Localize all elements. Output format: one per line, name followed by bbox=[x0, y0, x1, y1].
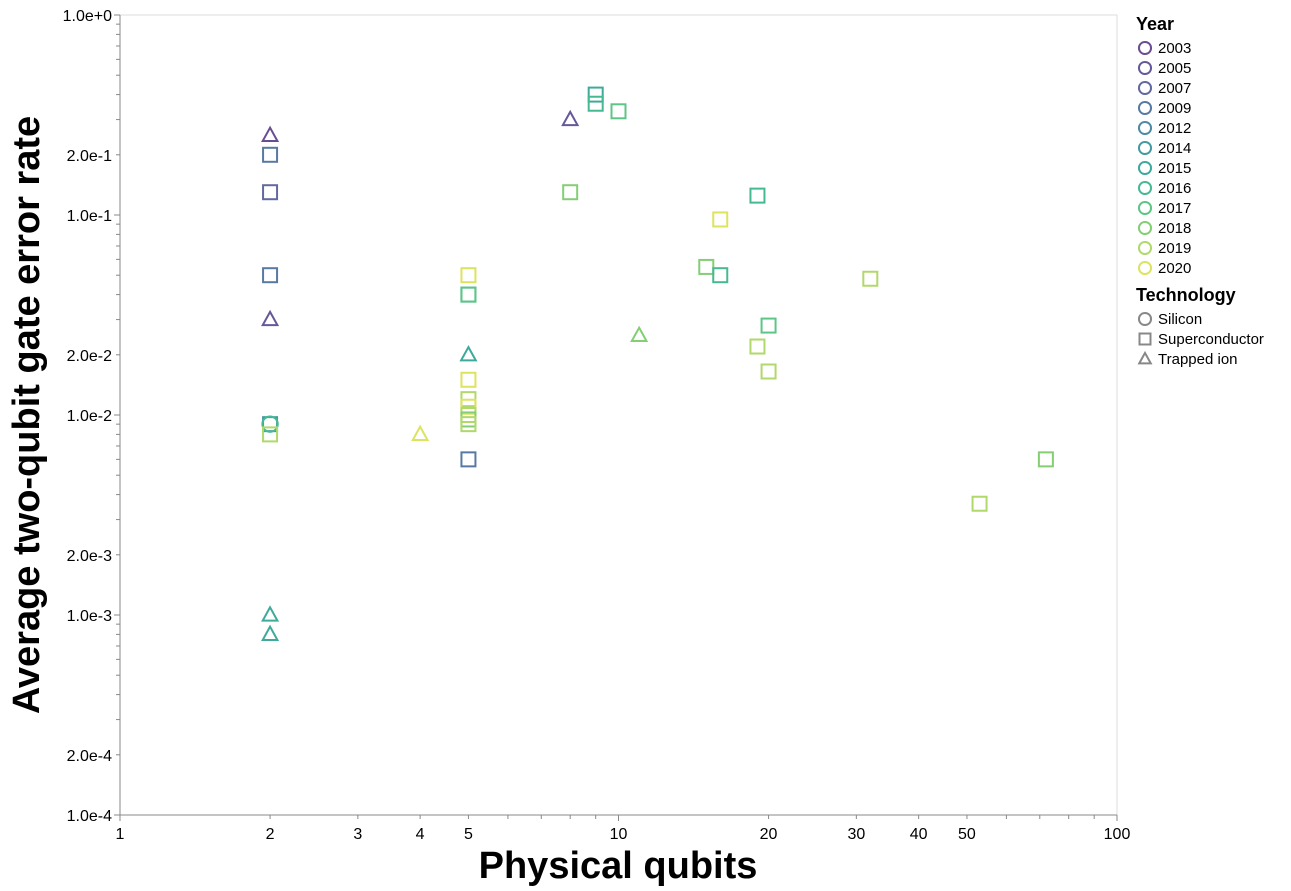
legend-year-symbol bbox=[1137, 100, 1153, 116]
x-tick-label: 3 bbox=[353, 826, 362, 843]
legend-year-symbol bbox=[1137, 260, 1153, 276]
legend-year-symbol bbox=[1137, 40, 1153, 56]
legend-year-symbol bbox=[1137, 160, 1153, 176]
legend-year-symbol bbox=[1137, 200, 1153, 216]
x-tick-label: 50 bbox=[958, 826, 976, 843]
legend-year-symbol bbox=[1137, 140, 1153, 156]
x-tick-label: 4 bbox=[416, 826, 425, 843]
legend-year-title: Year bbox=[1136, 14, 1174, 34]
x-axis: 1 2 3 4 5 10 20 30 40 50 100 bbox=[116, 814, 1131, 843]
legend-technology-symbol bbox=[1137, 311, 1153, 327]
legend-year-label: 2012 bbox=[1158, 120, 1191, 137]
legend-year-label: 2003 bbox=[1158, 40, 1191, 57]
legend-technology-label: Superconductor bbox=[1158, 331, 1264, 348]
legend-year-label: 2020 bbox=[1158, 260, 1191, 277]
legend-year-label: 2019 bbox=[1158, 240, 1191, 257]
legend-year-items: 2003 2005 2007 2009 2012 2014 2015 2016 2017 2018… bbox=[1137, 40, 1191, 277]
legend-year-symbol bbox=[1137, 60, 1153, 76]
legend-year-label: 2018 bbox=[1158, 220, 1191, 237]
data-point bbox=[262, 267, 279, 284]
legend-technology-symbol bbox=[1137, 350, 1153, 365]
x-tick-label: 2 bbox=[266, 826, 275, 843]
plot-frame bbox=[119, 14, 1118, 816]
data-point bbox=[862, 270, 879, 287]
legend-year-symbol bbox=[1137, 120, 1153, 136]
data-point bbox=[698, 258, 715, 275]
y-tick-label: 2.0e-3 bbox=[67, 548, 112, 565]
y-tick-label: 1.0e+0 bbox=[63, 8, 112, 25]
legend-technology-title: Technology bbox=[1136, 285, 1236, 305]
data-points bbox=[261, 86, 1054, 641]
y-tick-label: 1.0e-1 bbox=[67, 208, 112, 225]
legend-technology-label: Trapped ion bbox=[1158, 351, 1238, 368]
data-point bbox=[262, 426, 279, 443]
data-point bbox=[460, 451, 477, 468]
x-tick-label: 20 bbox=[760, 826, 778, 843]
x-axis-title: Physical qubits bbox=[479, 845, 758, 887]
x-tick-label: 10 bbox=[610, 826, 628, 843]
legend-year-symbol bbox=[1137, 240, 1153, 256]
y-axis: 1.0e+0 2.0e-1 1.0e-1 2.0e-2 1.0e-2 2.0e-3 1.0e… bbox=[63, 8, 121, 825]
data-point bbox=[460, 286, 477, 303]
x-tick-label: 30 bbox=[847, 826, 865, 843]
data-point bbox=[262, 184, 279, 201]
y-tick-label: 1.0e-4 bbox=[67, 808, 112, 825]
y-axis-title: Average two-qubit gate error rate bbox=[6, 116, 48, 714]
y-tick-label: 2.0e-1 bbox=[67, 148, 112, 165]
data-point bbox=[411, 424, 430, 441]
data-point bbox=[261, 125, 280, 142]
data-point bbox=[610, 103, 627, 120]
data-point bbox=[261, 309, 280, 327]
legend-year-label: 2015 bbox=[1158, 160, 1191, 177]
data-point bbox=[460, 398, 477, 415]
data-point bbox=[460, 286, 477, 303]
legend-year-label: 2009 bbox=[1158, 100, 1191, 117]
legend-technology-label: Silicon bbox=[1158, 311, 1202, 328]
legend-year-label: 2014 bbox=[1158, 140, 1191, 157]
data-point bbox=[262, 146, 279, 163]
data-point bbox=[261, 415, 279, 433]
data-point bbox=[460, 407, 477, 423]
data-point bbox=[460, 371, 477, 388]
legend-year-symbol bbox=[1137, 180, 1153, 196]
data-point bbox=[749, 187, 766, 204]
data-point bbox=[460, 416, 477, 433]
data-point bbox=[587, 95, 604, 112]
data-point bbox=[630, 325, 649, 342]
data-point bbox=[587, 86, 604, 103]
x-tick-label: 40 bbox=[910, 826, 928, 843]
data-point bbox=[261, 605, 280, 622]
data-point bbox=[712, 267, 729, 284]
legend-technology-items: Silicon Superconductor Trapped ion bbox=[1137, 311, 1264, 368]
data-point bbox=[562, 184, 579, 201]
data-point bbox=[561, 109, 580, 127]
legend-year-label: 2016 bbox=[1158, 180, 1191, 197]
x-tick-label: 100 bbox=[1104, 826, 1131, 843]
legend-year-symbol bbox=[1137, 220, 1153, 236]
x-tick-label: 1 bbox=[116, 826, 125, 843]
data-point bbox=[749, 338, 766, 355]
y-tick-label: 2.0e-2 bbox=[67, 348, 112, 365]
data-point bbox=[712, 211, 729, 228]
legend-year-label: 2007 bbox=[1158, 80, 1191, 97]
y-tick-label: 1.0e-3 bbox=[67, 608, 112, 625]
data-point bbox=[971, 495, 988, 512]
data-point bbox=[460, 267, 477, 284]
legend-technology-symbol bbox=[1138, 332, 1152, 346]
data-point bbox=[261, 624, 280, 641]
legend-year-label: 2005 bbox=[1158, 60, 1191, 77]
data-point bbox=[760, 317, 777, 334]
x-tick-label: 5 bbox=[464, 826, 473, 843]
y-tick-label: 1.0e-2 bbox=[67, 408, 112, 425]
legend: Year 2003 2005 2007 2009 2012 2014 2015 2016 201… bbox=[1136, 14, 1264, 368]
data-point bbox=[760, 363, 777, 380]
data-point bbox=[459, 345, 478, 362]
legend-year-symbol bbox=[1137, 80, 1153, 96]
y-tick-label: 2.0e-4 bbox=[67, 748, 112, 765]
data-point bbox=[1037, 451, 1054, 468]
legend-year-label: 2017 bbox=[1158, 200, 1191, 217]
